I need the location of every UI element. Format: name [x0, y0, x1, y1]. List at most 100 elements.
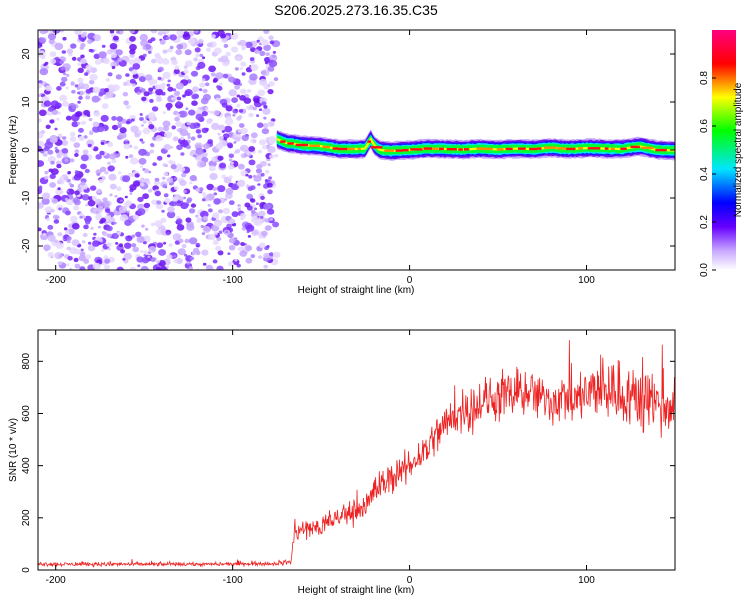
- noise-blob: [100, 114, 109, 122]
- noise-blob: [215, 72, 224, 80]
- noise-blob: [140, 250, 144, 253]
- ridge-peak: [463, 148, 470, 151]
- noise-blob: [65, 199, 74, 206]
- noise-blob: [250, 132, 258, 139]
- noise-blob: [67, 255, 73, 261]
- noise-blob: [129, 30, 135, 34]
- noise-blob: [247, 235, 251, 238]
- noise-blob: [85, 95, 91, 100]
- noise-blob: [69, 158, 75, 163]
- noise-blob: [58, 207, 62, 211]
- noise-blob: [228, 237, 236, 244]
- noise-blob: [174, 186, 179, 190]
- noise-blob: [267, 89, 274, 95]
- noise-blob: [178, 166, 186, 173]
- noise-blob: [70, 43, 77, 49]
- noise-blob: [142, 120, 147, 124]
- noise-blob: [103, 264, 111, 270]
- noise-blob: [73, 174, 82, 181]
- noise-blob: [156, 267, 162, 270]
- heatmap-noise-region: [38, 30, 281, 270]
- ridge-peak: [655, 148, 667, 152]
- noise-blob: [260, 39, 269, 46]
- noise-blob: [43, 100, 52, 107]
- noise-blob: [272, 221, 280, 228]
- noise-blob: [66, 239, 71, 244]
- noise-blob: [263, 252, 270, 259]
- noise-blob: [198, 88, 203, 92]
- noise-blob: [238, 163, 245, 170]
- noise-blob: [98, 92, 104, 97]
- noise-blob: [234, 67, 239, 71]
- noise-blob: [230, 33, 239, 40]
- noise-blob: [131, 234, 136, 238]
- noise-blob: [74, 170, 79, 174]
- noise-blob: [225, 188, 234, 195]
- noise-blob: [162, 49, 168, 54]
- noise-blob: [123, 143, 131, 150]
- noise-blob: [44, 170, 49, 175]
- ridge-peak: [476, 147, 484, 150]
- noise-blob: [218, 209, 223, 214]
- heatmap-y-label: Frequency (Hz): [8, 116, 19, 185]
- noise-blob: [132, 73, 139, 79]
- noise-blob: [145, 74, 153, 81]
- noise-blob: [137, 196, 144, 203]
- noise-blob: [225, 51, 231, 57]
- noise-blob: [70, 215, 78, 223]
- noise-blob: [52, 30, 61, 34]
- noise-blob: [90, 185, 97, 191]
- noise-blob: [78, 95, 83, 100]
- noise-blob: [218, 136, 224, 141]
- noise-blob: [170, 164, 177, 170]
- noise-blob: [184, 253, 188, 257]
- ridge-peak: [322, 145, 330, 149]
- noise-blob: [262, 107, 271, 115]
- noise-blob: [99, 150, 105, 156]
- ridge-peak: [537, 147, 542, 150]
- noise-blob: [169, 45, 174, 50]
- noise-blob: [123, 100, 129, 106]
- noise-blob: [255, 168, 263, 174]
- noise-blob: [156, 57, 165, 64]
- noise-blob: [81, 240, 86, 244]
- noise-blob: [235, 56, 241, 61]
- noise-blob: [212, 79, 217, 83]
- noise-blob: [223, 43, 229, 48]
- noise-blob: [139, 117, 144, 121]
- noise-blob: [245, 41, 253, 48]
- noise-blob: [128, 154, 134, 158]
- noise-blob: [141, 256, 150, 264]
- noise-blob: [115, 74, 122, 80]
- ridge-peak: [587, 147, 601, 150]
- noise-blob: [239, 88, 247, 95]
- noise-blob: [263, 44, 271, 51]
- noise-blob: [197, 61, 206, 69]
- noise-blob: [74, 30, 82, 35]
- noise-blob: [122, 81, 128, 86]
- noise-blob: [79, 215, 83, 219]
- noise-blob: [105, 77, 110, 82]
- noise-blob: [183, 202, 190, 208]
- noise-blob: [255, 202, 259, 205]
- noise-blob: [152, 162, 157, 167]
- noise-blob: [38, 45, 41, 49]
- noise-blob: [151, 79, 158, 85]
- noise-blob: [156, 96, 162, 102]
- noise-blob: [129, 35, 136, 42]
- noise-blob: [161, 82, 166, 87]
- noise-blob: [118, 206, 128, 214]
- snr-background: [38, 330, 675, 570]
- noise-blob: [101, 103, 109, 109]
- noise-blob: [261, 230, 268, 237]
- noise-blob: [212, 240, 219, 245]
- noise-blob: [47, 224, 54, 230]
- noise-blob: [78, 127, 84, 133]
- noise-blob: [96, 125, 105, 132]
- noise-blob: [47, 251, 54, 258]
- noise-blob: [245, 173, 249, 177]
- noise-blob: [268, 60, 278, 68]
- noise-blob: [193, 154, 197, 158]
- colorbar: 0.0 0.2 0.4 0.6 0.8 Normalized spectral ampl…: [699, 30, 744, 277]
- noise-blob: [38, 80, 43, 84]
